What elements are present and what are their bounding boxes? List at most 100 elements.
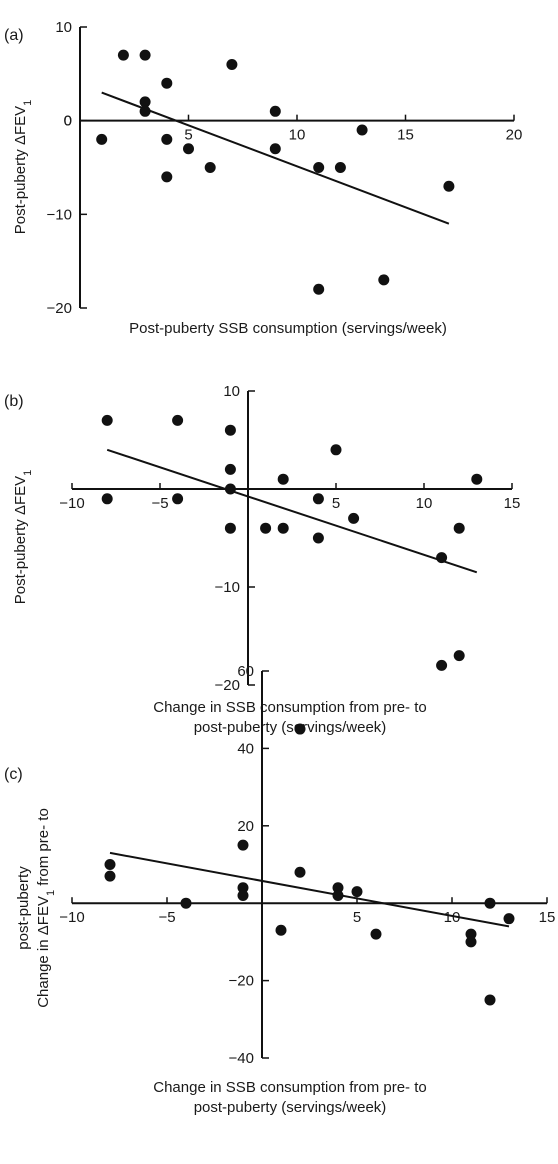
data-point [224, 483, 236, 495]
data-point [161, 133, 173, 145]
data-point [312, 532, 324, 544]
x-tick-label: −10 [59, 495, 84, 512]
data-point [237, 882, 249, 894]
data-point [101, 414, 113, 426]
trend-line [109, 851, 510, 928]
data-point [237, 839, 249, 851]
y-tick-label: 0 [64, 113, 72, 130]
data-point [139, 49, 151, 61]
y-tick-label: 60 [237, 663, 254, 680]
panel-b: (b) −10 −5 5 10 15 10 −10 −20 Change in SSB consu… [4, 383, 520, 736]
x-tick-label: 15 [397, 127, 414, 144]
data-point [378, 274, 390, 286]
data-point [351, 886, 363, 898]
data-point [330, 444, 342, 456]
data-point [237, 889, 249, 901]
y-tick-label: −20 [229, 973, 254, 990]
data-point [484, 897, 496, 909]
y-tick-label: −20 [215, 677, 240, 694]
y-tick-label: −10 [47, 206, 72, 223]
x-tick-label: 15 [539, 909, 556, 926]
x-tick-label: 10 [289, 127, 306, 144]
data-point [503, 913, 515, 925]
data-point [484, 994, 496, 1006]
x-tick-label: 15 [504, 495, 521, 512]
trend-line [101, 91, 450, 225]
data-point [332, 882, 344, 894]
data-point [183, 143, 194, 155]
x-tick-label: 10 [444, 909, 461, 926]
data-point [294, 866, 306, 878]
data-point [370, 928, 382, 940]
data-point [275, 924, 287, 936]
data-point [313, 283, 325, 295]
data-point [139, 105, 151, 117]
trend-line [106, 448, 478, 574]
data-point [436, 552, 448, 564]
y-tick-label: 0 [64, 113, 72, 130]
y-tick-label: 20 [237, 818, 254, 835]
data-point [204, 162, 216, 173]
x-axis-label: Post-puberty SSB consumption (servings/w… [129, 320, 447, 337]
x-axis-label: post-puberty (servings/week) [194, 719, 387, 736]
data-point [224, 463, 236, 475]
data-point [260, 522, 272, 534]
x-axis-label: post-puberty (servings/week) [194, 1099, 387, 1116]
y-axis-label: Post-puberty ΔFEV1 [12, 100, 34, 235]
data-point [356, 124, 368, 136]
data-point [294, 723, 306, 735]
data-point [172, 493, 184, 505]
data-point [436, 659, 448, 671]
data-point [471, 473, 483, 485]
data-point [465, 936, 477, 948]
data-point [453, 650, 465, 662]
x-axis-label: Change in SSB consumption from pre- to [153, 1079, 426, 1096]
y-tick-label: −20 [47, 300, 72, 317]
x-tick-label: 20 [506, 127, 523, 144]
y-axis-label: Post-puberty ΔFEV1 [12, 470, 34, 605]
x-tick-label: −5 [151, 495, 168, 512]
data-point [332, 889, 344, 901]
panel-c: (c) −10 −5 5 10 15 60 40 20 −20 −40 Change in SSB c… [4, 663, 555, 1116]
data-point [312, 493, 324, 505]
panel-label: (b) [4, 393, 24, 410]
y-tick-label: −10 [215, 579, 240, 596]
data-point [101, 493, 113, 505]
data-point [172, 414, 184, 426]
x-tick-label: −5 [158, 909, 175, 926]
x-tick-label: −10 [59, 909, 84, 926]
data-point [96, 133, 108, 145]
data-point [224, 522, 236, 534]
data-point [161, 77, 173, 89]
y-tick-label: 10 [55, 19, 72, 36]
data-point [117, 49, 129, 61]
data-point [180, 897, 192, 909]
y-tick-label: −40 [229, 1050, 254, 1067]
data-point [334, 162, 346, 173]
data-point [104, 870, 116, 882]
data-point [453, 522, 465, 534]
x-tick-label: 10 [416, 495, 433, 512]
x-tick-label: 5 [184, 127, 192, 144]
data-point [313, 162, 325, 173]
panel-label: (a) [4, 27, 24, 44]
panel-label: (c) [4, 766, 23, 783]
data-point [226, 58, 238, 70]
y-axis-label: Change in ΔFEV1 from pre- to [35, 808, 57, 1008]
y-tick-label: 40 [237, 740, 254, 757]
data-point [161, 171, 173, 183]
y-tick-label: 10 [223, 383, 240, 400]
x-axis-label: Change in SSB consumption from pre- to [153, 699, 426, 716]
data-point [277, 522, 289, 534]
data-point [139, 96, 151, 108]
data-point [465, 928, 477, 940]
data-point [277, 473, 289, 485]
data-point [104, 859, 116, 870]
data-point [269, 143, 281, 155]
data-point [224, 424, 236, 436]
data-point [269, 105, 281, 117]
x-tick-label: 5 [332, 495, 340, 512]
